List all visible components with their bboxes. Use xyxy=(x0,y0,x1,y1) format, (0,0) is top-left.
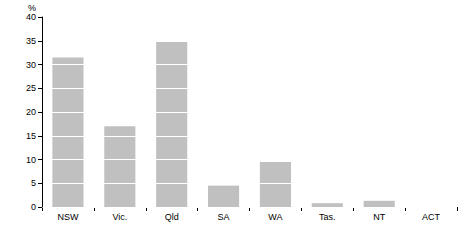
svg-text:30: 30 xyxy=(26,60,36,70)
svg-text:35: 35 xyxy=(26,36,36,46)
svg-text:10: 10 xyxy=(26,155,36,165)
svg-text:NSW: NSW xyxy=(57,212,79,222)
svg-text:SA: SA xyxy=(218,212,230,222)
svg-text:20: 20 xyxy=(26,107,36,117)
svg-text:Vic.: Vic. xyxy=(112,212,127,222)
svg-text:WA: WA xyxy=(268,212,282,222)
svg-text:15: 15 xyxy=(26,131,36,141)
svg-text:5: 5 xyxy=(31,178,36,188)
svg-text:25: 25 xyxy=(26,83,36,93)
svg-text:40: 40 xyxy=(26,12,36,22)
svg-text:NT: NT xyxy=(373,212,385,222)
svg-text:Qld: Qld xyxy=(165,212,179,222)
svg-text:0: 0 xyxy=(31,202,36,212)
svg-text:ACT: ACT xyxy=(422,212,441,222)
svg-text:Tas.: Tas. xyxy=(319,212,336,222)
